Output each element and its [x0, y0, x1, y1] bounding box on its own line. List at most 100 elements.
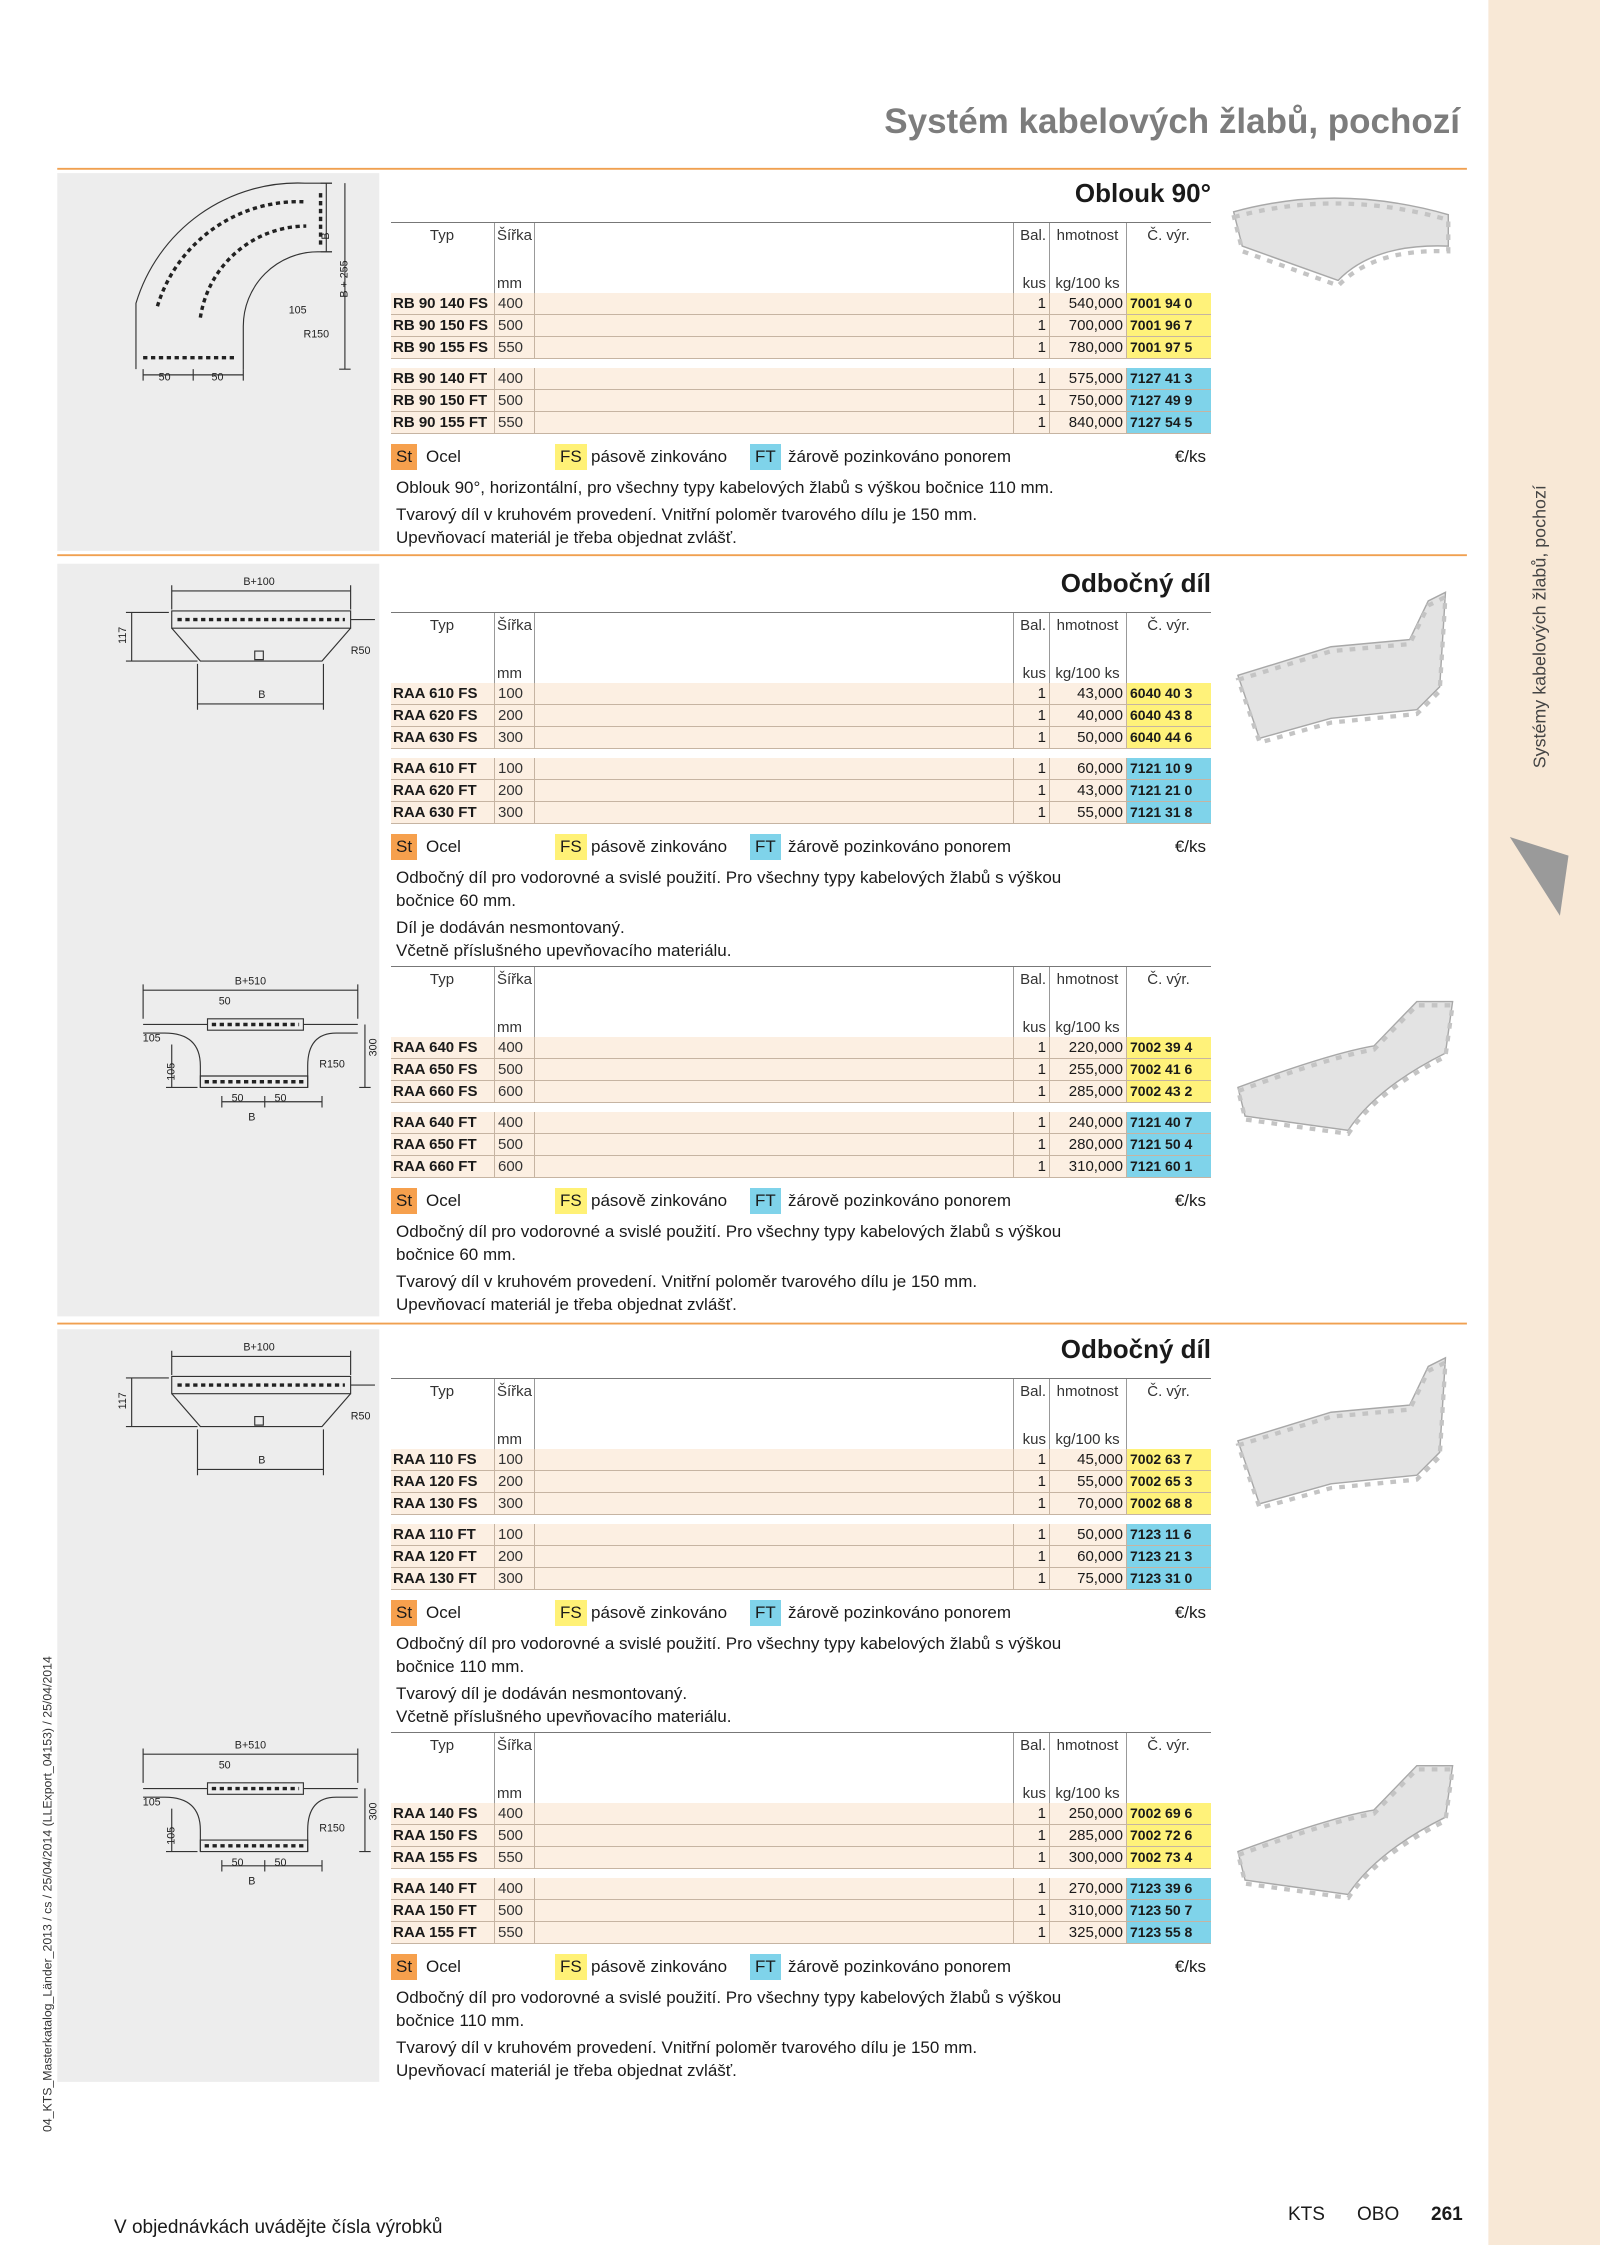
description-paragraph: Odbočný díl pro vodorovné a svislé použi… — [396, 1986, 1211, 2032]
article-number: 6040 40 3 — [1126, 683, 1211, 705]
pack-qty: 1 — [1013, 1922, 1049, 1944]
weight: 75,000 — [1049, 1568, 1126, 1590]
table-row: RB 90 150 FT 500 1 750,000 7127 49 9 — [391, 390, 1211, 412]
type-code: RB 90 150 FS — [391, 315, 494, 337]
drawing-label: B+510 — [235, 975, 266, 987]
drawing-outline — [254, 650, 264, 661]
drawing-outline — [125, 1377, 198, 1428]
drawing-label: R150 — [303, 329, 329, 341]
pack-qty: 1 — [1013, 683, 1049, 705]
table-row: RAA 140 FT 400 1 270,000 7123 39 6 — [391, 1878, 1211, 1900]
pack-qty: 1 — [1013, 727, 1049, 749]
spacer — [534, 1568, 1013, 1590]
type-code: RAA 150 FS — [391, 1825, 494, 1847]
description-paragraph: Oblouk 90°, horizontální, pro všechny ty… — [396, 476, 1211, 499]
description-line: Upevňovací materiál je třeba objednat zv… — [396, 1295, 737, 1314]
type-code: RAA 620 FS — [391, 705, 494, 727]
weight: 840,000 — [1049, 412, 1126, 434]
description-paragraph: Tvarový díl v kruhovém provedení. Vnitřn… — [396, 1270, 1211, 1316]
article-number: 7123 39 6 — [1126, 1878, 1211, 1900]
row-group: RAA 140 FS 400 1 250,000 7002 69 6 RAA 150 FS… — [391, 1803, 1211, 1869]
row-group: RAA 110 FS 100 1 45,000 7002 63 7 RAA 120 FS 2… — [391, 1449, 1211, 1515]
header-cell: Bal. kus — [1013, 1379, 1049, 1449]
drawing-outline — [221, 1096, 323, 1108]
legend-text: žárově pozinkováno ponorem — [788, 1191, 1012, 1210]
product-edge — [1235, 1358, 1448, 1511]
legend-badge: FT — [750, 1954, 781, 1980]
drawing-outline — [171, 1350, 352, 1376]
width: 300 — [494, 802, 534, 824]
article-number: 6040 43 8 — [1126, 705, 1211, 727]
article-number: 7121 50 4 — [1126, 1134, 1211, 1156]
type-code: RAA 120 FS — [391, 1471, 494, 1493]
unit-label: kus — [1022, 275, 1046, 292]
table-row: RAA 155 FT 550 1 325,000 7123 55 8 — [391, 1922, 1211, 1944]
article-number: 7002 65 3 — [1126, 1471, 1211, 1493]
unit-label: kus — [1022, 1019, 1046, 1036]
type-code: RAA 630 FT — [391, 802, 494, 824]
legend-text: pásově zinkováno — [591, 447, 728, 466]
description-line: Odbočný díl pro vodorovné a svislé použi… — [396, 1988, 1062, 2007]
header-cell: hmotnost kg/100 ks — [1049, 1379, 1126, 1449]
type-code: RAA 650 FT — [391, 1134, 494, 1156]
weight: 285,000 — [1049, 1081, 1126, 1103]
header-cell: Bal. kus — [1013, 1733, 1049, 1803]
drawing-outline — [142, 1748, 359, 1783]
spacer — [534, 1037, 1013, 1059]
legend-text: Ocel — [426, 1191, 461, 1210]
description: Odbočný díl pro vodorovné a svislé použi… — [391, 1632, 1211, 1728]
footer-brand: OBO — [1357, 2204, 1400, 2225]
description-paragraph: Díl je dodáván nesmontovaný. Včetně přísl… — [396, 916, 1211, 962]
article-number: 7001 97 5 — [1126, 337, 1211, 359]
material-legend: St Ocel FS pásově zinkováno FT žárově pozinko… — [391, 1600, 1211, 1626]
drawing-label: 300 — [367, 1802, 379, 1820]
description-paragraph: Odbočný díl pro vodorovné a svislé použi… — [396, 866, 1211, 912]
unit-label: kg/100 ks — [1055, 1431, 1120, 1448]
column-label: Č. výr. — [1147, 971, 1190, 988]
spacer — [534, 705, 1013, 727]
table-row: RB 90 140 FT 400 1 575,000 7127 41 3 — [391, 368, 1211, 390]
drawing-outline — [166, 1044, 198, 1089]
drawing-slots — [155, 200, 304, 307]
description-line: bočnice 60 mm. — [396, 1245, 516, 1264]
legend-badge: FS — [555, 1954, 587, 1980]
legend-text: Ocel — [426, 837, 461, 856]
column-label: Typ — [429, 617, 455, 634]
article-number: 7123 11 6 — [1126, 1524, 1211, 1546]
article-number: 7123 50 7 — [1126, 1900, 1211, 1922]
weight: 43,000 — [1049, 780, 1126, 802]
spacer — [534, 1059, 1013, 1081]
weight: 50,000 — [1049, 727, 1126, 749]
drawing-label: B — [248, 1875, 255, 1887]
type-code: RAA 155 FS — [391, 1847, 494, 1869]
product-table: Typ Šířka mm Bal. kus hmotnost kg/100 ks Č. výr… — [391, 222, 1211, 549]
header-cell: Č. výr. — [1126, 967, 1211, 1037]
type-code: RAA 130 FT — [391, 1568, 494, 1590]
column-label: Bal. — [1020, 227, 1046, 244]
table-row: RAA 660 FS 600 1 285,000 7002 43 2 — [391, 1081, 1211, 1103]
pack-qty: 1 — [1013, 1037, 1049, 1059]
header-cell: hmotnost kg/100 ks — [1049, 223, 1126, 293]
column-label: hmotnost — [1056, 971, 1119, 988]
description-line: Tvarový díl v kruhovém provedení. Vnitřn… — [396, 1272, 978, 1291]
legend-badge: FS — [555, 1600, 587, 1626]
weight: 45,000 — [1049, 1449, 1126, 1471]
table-row: RAA 150 FT 500 1 310,000 7123 50 7 — [391, 1900, 1211, 1922]
pack-qty: 1 — [1013, 705, 1049, 727]
pack-qty: 1 — [1013, 1524, 1049, 1546]
description-line: Tvarový díl je dodáván nesmontovaný. — [396, 1684, 688, 1703]
header-cell: Šířka mm — [494, 613, 534, 683]
description: Odbočný díl pro vodorovné a svislé použi… — [391, 1986, 1211, 2082]
drawing-outline — [142, 369, 244, 381]
type-code: RAA 120 FT — [391, 1546, 494, 1568]
drawing-outline — [242, 251, 333, 370]
material-legend: St Ocel FS pásově zinkováno FT žárově pozinko… — [391, 834, 1211, 860]
drawing-label: 105 — [166, 1827, 178, 1845]
product-edge — [1235, 593, 1448, 746]
pack-qty: 1 — [1013, 1825, 1049, 1847]
article-number: 7002 72 6 — [1126, 1825, 1211, 1847]
weight: 575,000 — [1049, 368, 1126, 390]
weight: 70,000 — [1049, 1493, 1126, 1515]
